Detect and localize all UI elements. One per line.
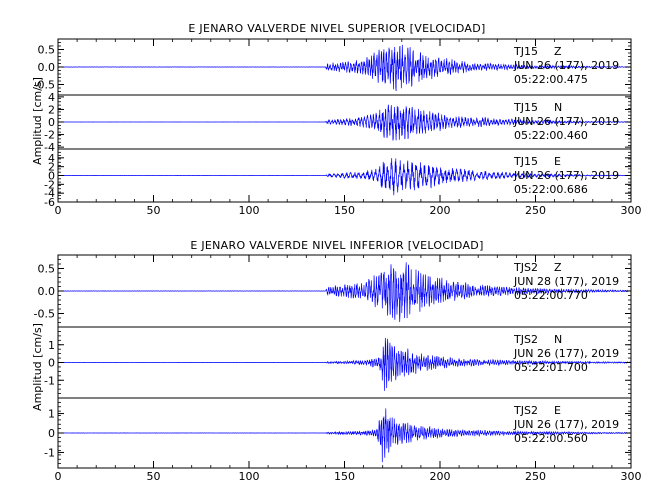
chart-title: E JENARO VALVERDE NIVEL INFERIOR [VELOCI…: [190, 239, 483, 252]
record-time: 05:22:00.460: [514, 129, 588, 142]
x-tick-label: 150: [334, 470, 355, 483]
series-trace: [58, 44, 631, 92]
station-code: TJ15: [513, 101, 538, 114]
record-date: JUN 26 (177), 2019: [513, 115, 619, 128]
y-tick-label: 0.0: [38, 285, 56, 298]
chart-title: E JENARO VALVERDE NIVEL SUPERIOR [VELOCI…: [188, 22, 485, 35]
y-tick-label: 2: [48, 103, 55, 116]
y-tick-label: -2: [44, 129, 55, 142]
record-time: 05:22:00.770: [514, 289, 588, 302]
y-tick-label: -1: [44, 446, 55, 459]
station-label: TJS2 Z: [513, 261, 562, 274]
y-tick-label: -0.5: [34, 308, 55, 321]
x-tick-label: 300: [621, 470, 642, 483]
series-trace: [58, 408, 632, 463]
component-code: N: [554, 333, 562, 346]
x-tick-label: 50: [147, 204, 161, 217]
x-tick-label: 250: [525, 204, 546, 217]
station-code: TJS2: [513, 333, 538, 346]
x-tick-label: 150: [334, 204, 355, 217]
y-tick-label: 2: [48, 161, 55, 174]
y-tick-label: -1: [44, 374, 55, 387]
station-label: TJS2 N: [513, 333, 562, 346]
y-tick-label: -0.5: [34, 79, 55, 92]
chart-nivel-superior: E JENARO VALVERDE NIVEL SUPERIOR [VELOCI…: [31, 22, 642, 217]
x-tick-label: 0: [55, 470, 62, 483]
record-time: 05:22:01.700: [514, 361, 588, 374]
series-trace: [58, 104, 631, 141]
series-trace: [58, 158, 631, 196]
x-tick-label: 50: [147, 470, 161, 483]
y-axis-label: Amplitud [cm/s]: [31, 77, 44, 165]
y-tick-label: 1: [48, 339, 55, 352]
y-tick-label: -6: [44, 196, 55, 209]
component-code: E: [554, 155, 561, 168]
y-tick-label: -2: [44, 178, 55, 191]
y-axis-label: Amplitud [cm/s]: [31, 323, 44, 411]
y-tick-label: 4: [48, 91, 55, 104]
station-label: TJ15 N: [513, 101, 562, 114]
station-label: TJ15 Z: [513, 45, 562, 58]
chart-nivel-inferior: E JENARO VALVERDE NIVEL INFERIOR [VELOCI…: [31, 239, 642, 483]
component-code: E: [554, 404, 561, 417]
x-tick-label: 0: [55, 204, 62, 217]
component-code: N: [554, 101, 562, 114]
record-time: 05:22:00.475: [514, 73, 588, 86]
x-tick-label: 250: [525, 470, 546, 483]
y-tick-label: 0: [48, 357, 55, 370]
y-tick-label: 0.0: [38, 61, 56, 74]
record-date: JUN 26 (177), 2019: [513, 169, 619, 182]
record-date: JUN 26 (177), 2019: [513, 347, 619, 360]
record-time: 05:22:00.686: [514, 183, 588, 196]
component-code: Z: [554, 261, 562, 274]
series-trace: [57, 262, 632, 323]
y-tick-label: -4: [44, 141, 55, 154]
x-tick-label: 300: [621, 204, 642, 217]
y-tick-label: 0.5: [38, 44, 56, 57]
y-tick-label: -4: [44, 187, 55, 200]
y-tick-label: 1: [48, 408, 55, 421]
station-code: TJS2: [513, 404, 538, 417]
series-trace: [57, 337, 631, 391]
x-tick-label: 100: [239, 470, 260, 483]
record-date: JUN 26 (177), 2019: [513, 59, 619, 72]
x-tick-label: 200: [430, 204, 451, 217]
y-tick-label: 4: [48, 152, 55, 165]
record-date: JUN 28 (177), 2019: [513, 275, 619, 288]
x-tick-label: 200: [430, 470, 451, 483]
station-label: TJ15 E: [513, 155, 561, 168]
x-tick-label: 100: [239, 204, 260, 217]
y-tick-label: 0.5: [38, 263, 56, 276]
station-code: TJ15: [513, 45, 538, 58]
station-code: TJS2: [513, 261, 538, 274]
y-tick-label: 0: [48, 116, 55, 129]
record-date: JUN 26 (177), 2019: [513, 418, 619, 431]
record-time: 05:22:00.560: [514, 432, 588, 445]
station-label: TJS2 E: [513, 404, 561, 417]
component-code: Z: [554, 45, 562, 58]
y-tick-label: 0: [48, 427, 55, 440]
y-tick-label: 0: [48, 170, 55, 183]
station-code: TJ15: [513, 155, 538, 168]
